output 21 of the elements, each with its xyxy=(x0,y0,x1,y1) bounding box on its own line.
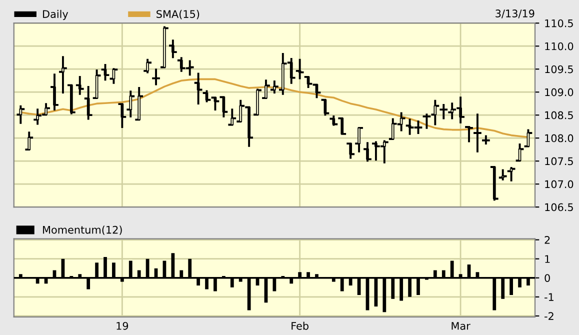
y-tick-label: 110.5 xyxy=(545,19,573,28)
legend-label: Daily xyxy=(43,10,68,20)
y-tick-label: 0 xyxy=(544,274,550,282)
y-tick-label: -1 xyxy=(544,293,554,301)
y-tick-label: 2 xyxy=(544,236,550,244)
text: 3/13/19 xyxy=(496,10,534,18)
y-tick-label: 107.5 xyxy=(545,157,573,166)
legend-label: SMA(15) xyxy=(156,10,200,20)
y-tick-label: 107.0 xyxy=(545,180,574,188)
y-tick-label: 106.5 xyxy=(545,203,573,212)
y-tick-label: 108.0 xyxy=(545,134,574,142)
y-tick-label: 109.0 xyxy=(545,88,574,96)
legend-label: Momentum(12) xyxy=(43,226,122,235)
y-tick-label: 109.5 xyxy=(545,65,573,74)
y-tick-label: 108.5 xyxy=(545,111,573,120)
x-tick-label: Mar xyxy=(452,322,470,330)
y-tick-label: 1 xyxy=(545,255,550,263)
y-tick-label: -2 xyxy=(544,312,554,320)
x-tick-label: 19 xyxy=(116,322,128,330)
x-tick-label: Feb xyxy=(292,322,308,330)
y-tick-label: 110.0 xyxy=(545,42,574,50)
